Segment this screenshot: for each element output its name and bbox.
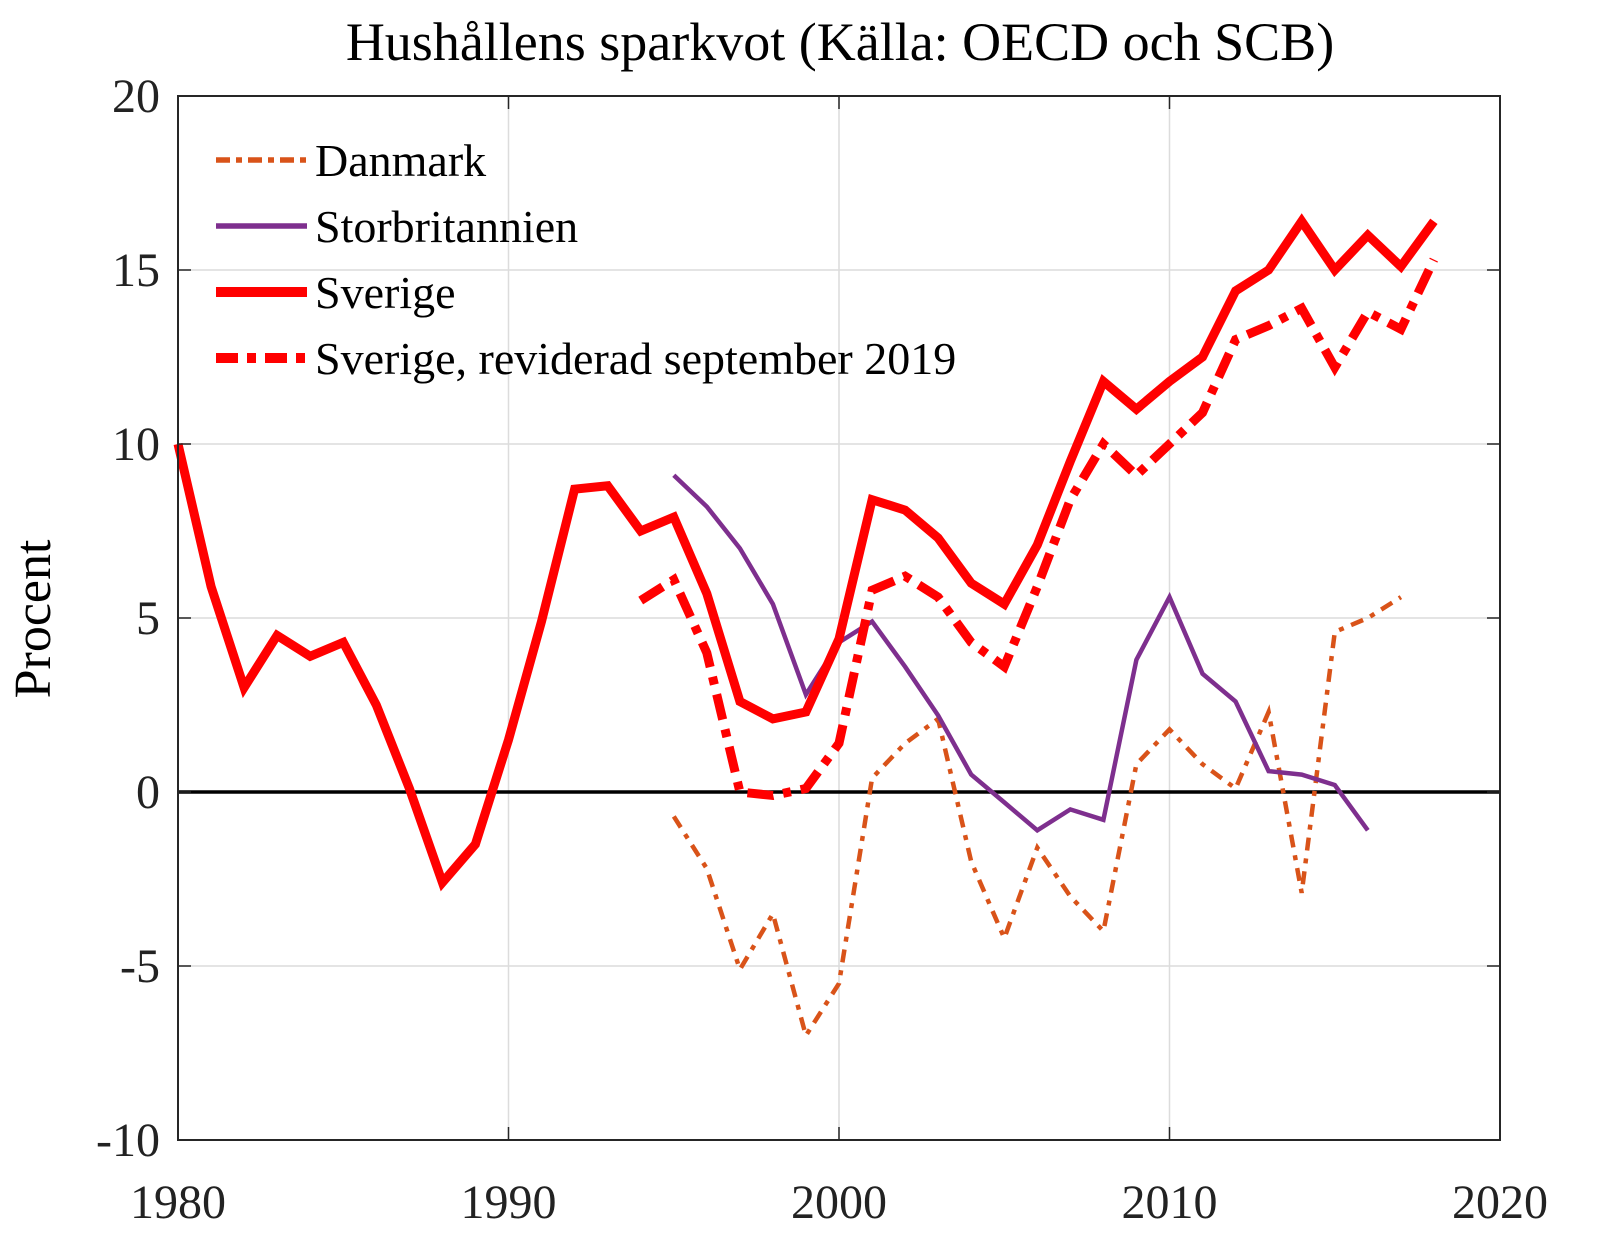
y-tick-label: 10 (112, 418, 160, 471)
plot-area-border (177, 95, 1501, 1141)
series-group (173, 213, 1438, 1042)
y-tick-labels: -10 -5 0 5 10 15 20 (96, 70, 160, 1167)
legend: Danmark Storbritannien Sverige Sverige, rev… (216, 135, 956, 384)
y-tick-label: -10 (96, 1114, 160, 1167)
legend-item: Sverige (216, 267, 456, 318)
y-axis-label: Procent (5, 539, 62, 698)
series-storbritannien (672, 473, 1370, 834)
legend-item: Danmark (216, 135, 486, 186)
series-sverige-reviderad-september-2019 (638, 257, 1438, 801)
legend-label: Sverige (315, 267, 456, 318)
legend-label: Sverige, reviderad september 2019 (315, 333, 956, 384)
x-tick-label: 2010 (1122, 1176, 1218, 1229)
x-tick-labels: 1980 1990 2000 2010 2020 (130, 1176, 1548, 1229)
legend-item: Storbritannien (216, 201, 578, 252)
x-tick-label: 1990 (461, 1176, 557, 1229)
legend-label: Storbritannien (315, 201, 578, 252)
series-line (672, 473, 1370, 834)
series-line (173, 213, 1438, 892)
legend-label: Danmark (315, 135, 486, 186)
x-tick-label: 2020 (1452, 1176, 1548, 1229)
y-tick-label: 5 (136, 592, 160, 645)
chart-title: Hushållens sparkvot (Källa: OECD och SCB… (346, 12, 1334, 72)
y-tick-label: 20 (112, 70, 160, 123)
y-tick-label: 0 (136, 766, 160, 819)
series-line (638, 257, 1438, 801)
series-sverige (173, 213, 1438, 892)
x-tick-label: 1980 (130, 1176, 226, 1229)
legend-item: Sverige, reviderad september 2019 (216, 333, 956, 384)
axes (177, 95, 1501, 1141)
y-tick-label: -5 (120, 940, 160, 993)
x-tick-label: 2000 (791, 1176, 887, 1229)
y-tick-label: 15 (112, 244, 160, 297)
